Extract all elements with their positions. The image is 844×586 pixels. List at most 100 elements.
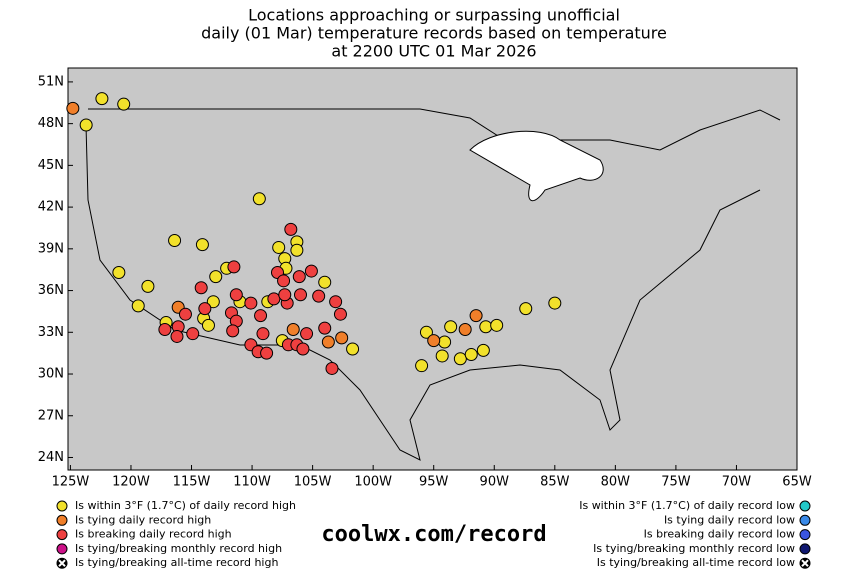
point bbox=[272, 240, 286, 254]
point bbox=[294, 288, 308, 302]
point bbox=[244, 296, 258, 310]
y-tick-label: 24N bbox=[38, 450, 64, 465]
point bbox=[419, 325, 433, 339]
legend-label: Is tying daily record high bbox=[75, 513, 211, 526]
point bbox=[112, 265, 126, 279]
point bbox=[277, 274, 291, 288]
x-tick-label: 95W bbox=[419, 475, 449, 490]
point bbox=[519, 302, 533, 316]
point bbox=[435, 349, 449, 363]
point bbox=[66, 101, 80, 115]
point bbox=[286, 323, 300, 337]
point bbox=[209, 270, 223, 284]
y-tick-label: 51N bbox=[38, 74, 64, 89]
x-tick-label: 65W bbox=[782, 475, 812, 490]
legend-marker bbox=[56, 543, 68, 555]
point bbox=[117, 97, 131, 111]
point bbox=[548, 296, 562, 310]
watermark: coolwx.com/record bbox=[321, 522, 546, 547]
legend-label: Is tying/breaking monthly record low bbox=[593, 542, 795, 555]
point bbox=[158, 323, 172, 337]
x-tick-label: 125W bbox=[52, 475, 90, 490]
point bbox=[267, 292, 281, 306]
legend-marker bbox=[799, 529, 811, 541]
x-tick-label: 75W bbox=[661, 475, 691, 490]
point bbox=[206, 295, 220, 309]
border-north bbox=[88, 108, 781, 151]
legend-marker bbox=[56, 500, 68, 512]
point bbox=[296, 342, 310, 356]
point bbox=[170, 329, 184, 343]
y-tick-label: 33N bbox=[38, 325, 64, 340]
y-tick-label: 36N bbox=[38, 283, 64, 298]
y-tick-label: 45N bbox=[38, 158, 64, 173]
point bbox=[226, 324, 240, 338]
x-tick-label: 90W bbox=[480, 475, 510, 490]
legend-marker bbox=[56, 514, 68, 526]
point bbox=[252, 192, 266, 206]
y-tick-label: 27N bbox=[38, 408, 64, 423]
title-line: daily (01 Mar) temperature records based… bbox=[201, 24, 667, 43]
legend-label: Is within 3°F (1.7°C) of daily record lo… bbox=[579, 499, 795, 512]
point bbox=[195, 238, 209, 252]
point bbox=[95, 92, 109, 106]
y-tick-label: 48N bbox=[38, 116, 64, 131]
point bbox=[292, 270, 306, 284]
point bbox=[278, 288, 292, 302]
legend-label: Is tying daily record low bbox=[664, 513, 795, 526]
point bbox=[479, 320, 493, 334]
point bbox=[260, 346, 274, 360]
legend-label: Is within 3°F (1.7°C) of daily record hi… bbox=[75, 499, 296, 512]
point bbox=[284, 222, 298, 236]
point bbox=[290, 243, 304, 257]
point bbox=[227, 260, 241, 274]
x-tick-label: 70W bbox=[722, 475, 752, 490]
legend-marker bbox=[799, 500, 811, 512]
point bbox=[333, 307, 347, 321]
point bbox=[254, 309, 268, 323]
point bbox=[194, 281, 208, 295]
point bbox=[256, 327, 270, 341]
point bbox=[318, 321, 332, 335]
point bbox=[453, 352, 467, 366]
point bbox=[131, 299, 145, 313]
point bbox=[229, 288, 243, 302]
point bbox=[438, 335, 452, 349]
x-tick-label: 100W bbox=[354, 475, 392, 490]
point bbox=[318, 275, 332, 289]
point bbox=[329, 295, 343, 309]
point bbox=[178, 307, 192, 321]
legend-marker bbox=[799, 543, 811, 555]
legend-marker-cross bbox=[801, 559, 809, 567]
x-tick-label: 85W bbox=[540, 475, 570, 490]
legend-label: Is tying/breaking all-time record low bbox=[597, 556, 795, 569]
point bbox=[79, 118, 93, 132]
great-lakes bbox=[469, 130, 604, 202]
title-line: Locations approaching or surpassing unof… bbox=[248, 6, 620, 25]
point bbox=[168, 233, 182, 247]
y-tick-label: 39N bbox=[38, 241, 64, 256]
point bbox=[346, 342, 360, 356]
legend-marker-cross bbox=[58, 559, 66, 567]
x-tick-label: 120W bbox=[112, 475, 150, 490]
legend-label: Is breaking daily record high bbox=[75, 528, 232, 541]
y-tick-label: 30N bbox=[38, 367, 64, 382]
point bbox=[300, 327, 314, 341]
point bbox=[312, 289, 326, 303]
point bbox=[335, 331, 349, 345]
legend-label: Is tying/breaking all-time record high bbox=[75, 556, 278, 569]
point bbox=[464, 348, 478, 362]
y-tick-label: 42N bbox=[38, 200, 64, 215]
x-tick-label: 110W bbox=[233, 475, 271, 490]
point bbox=[186, 327, 200, 341]
x-tick-label: 105W bbox=[294, 475, 332, 490]
point bbox=[476, 343, 490, 357]
point bbox=[304, 264, 318, 278]
point bbox=[469, 309, 483, 323]
point bbox=[321, 335, 335, 349]
title-line: at 2200 UTC 01 Mar 2026 bbox=[331, 42, 536, 61]
point bbox=[427, 334, 441, 348]
point bbox=[201, 318, 215, 332]
point bbox=[490, 318, 504, 332]
